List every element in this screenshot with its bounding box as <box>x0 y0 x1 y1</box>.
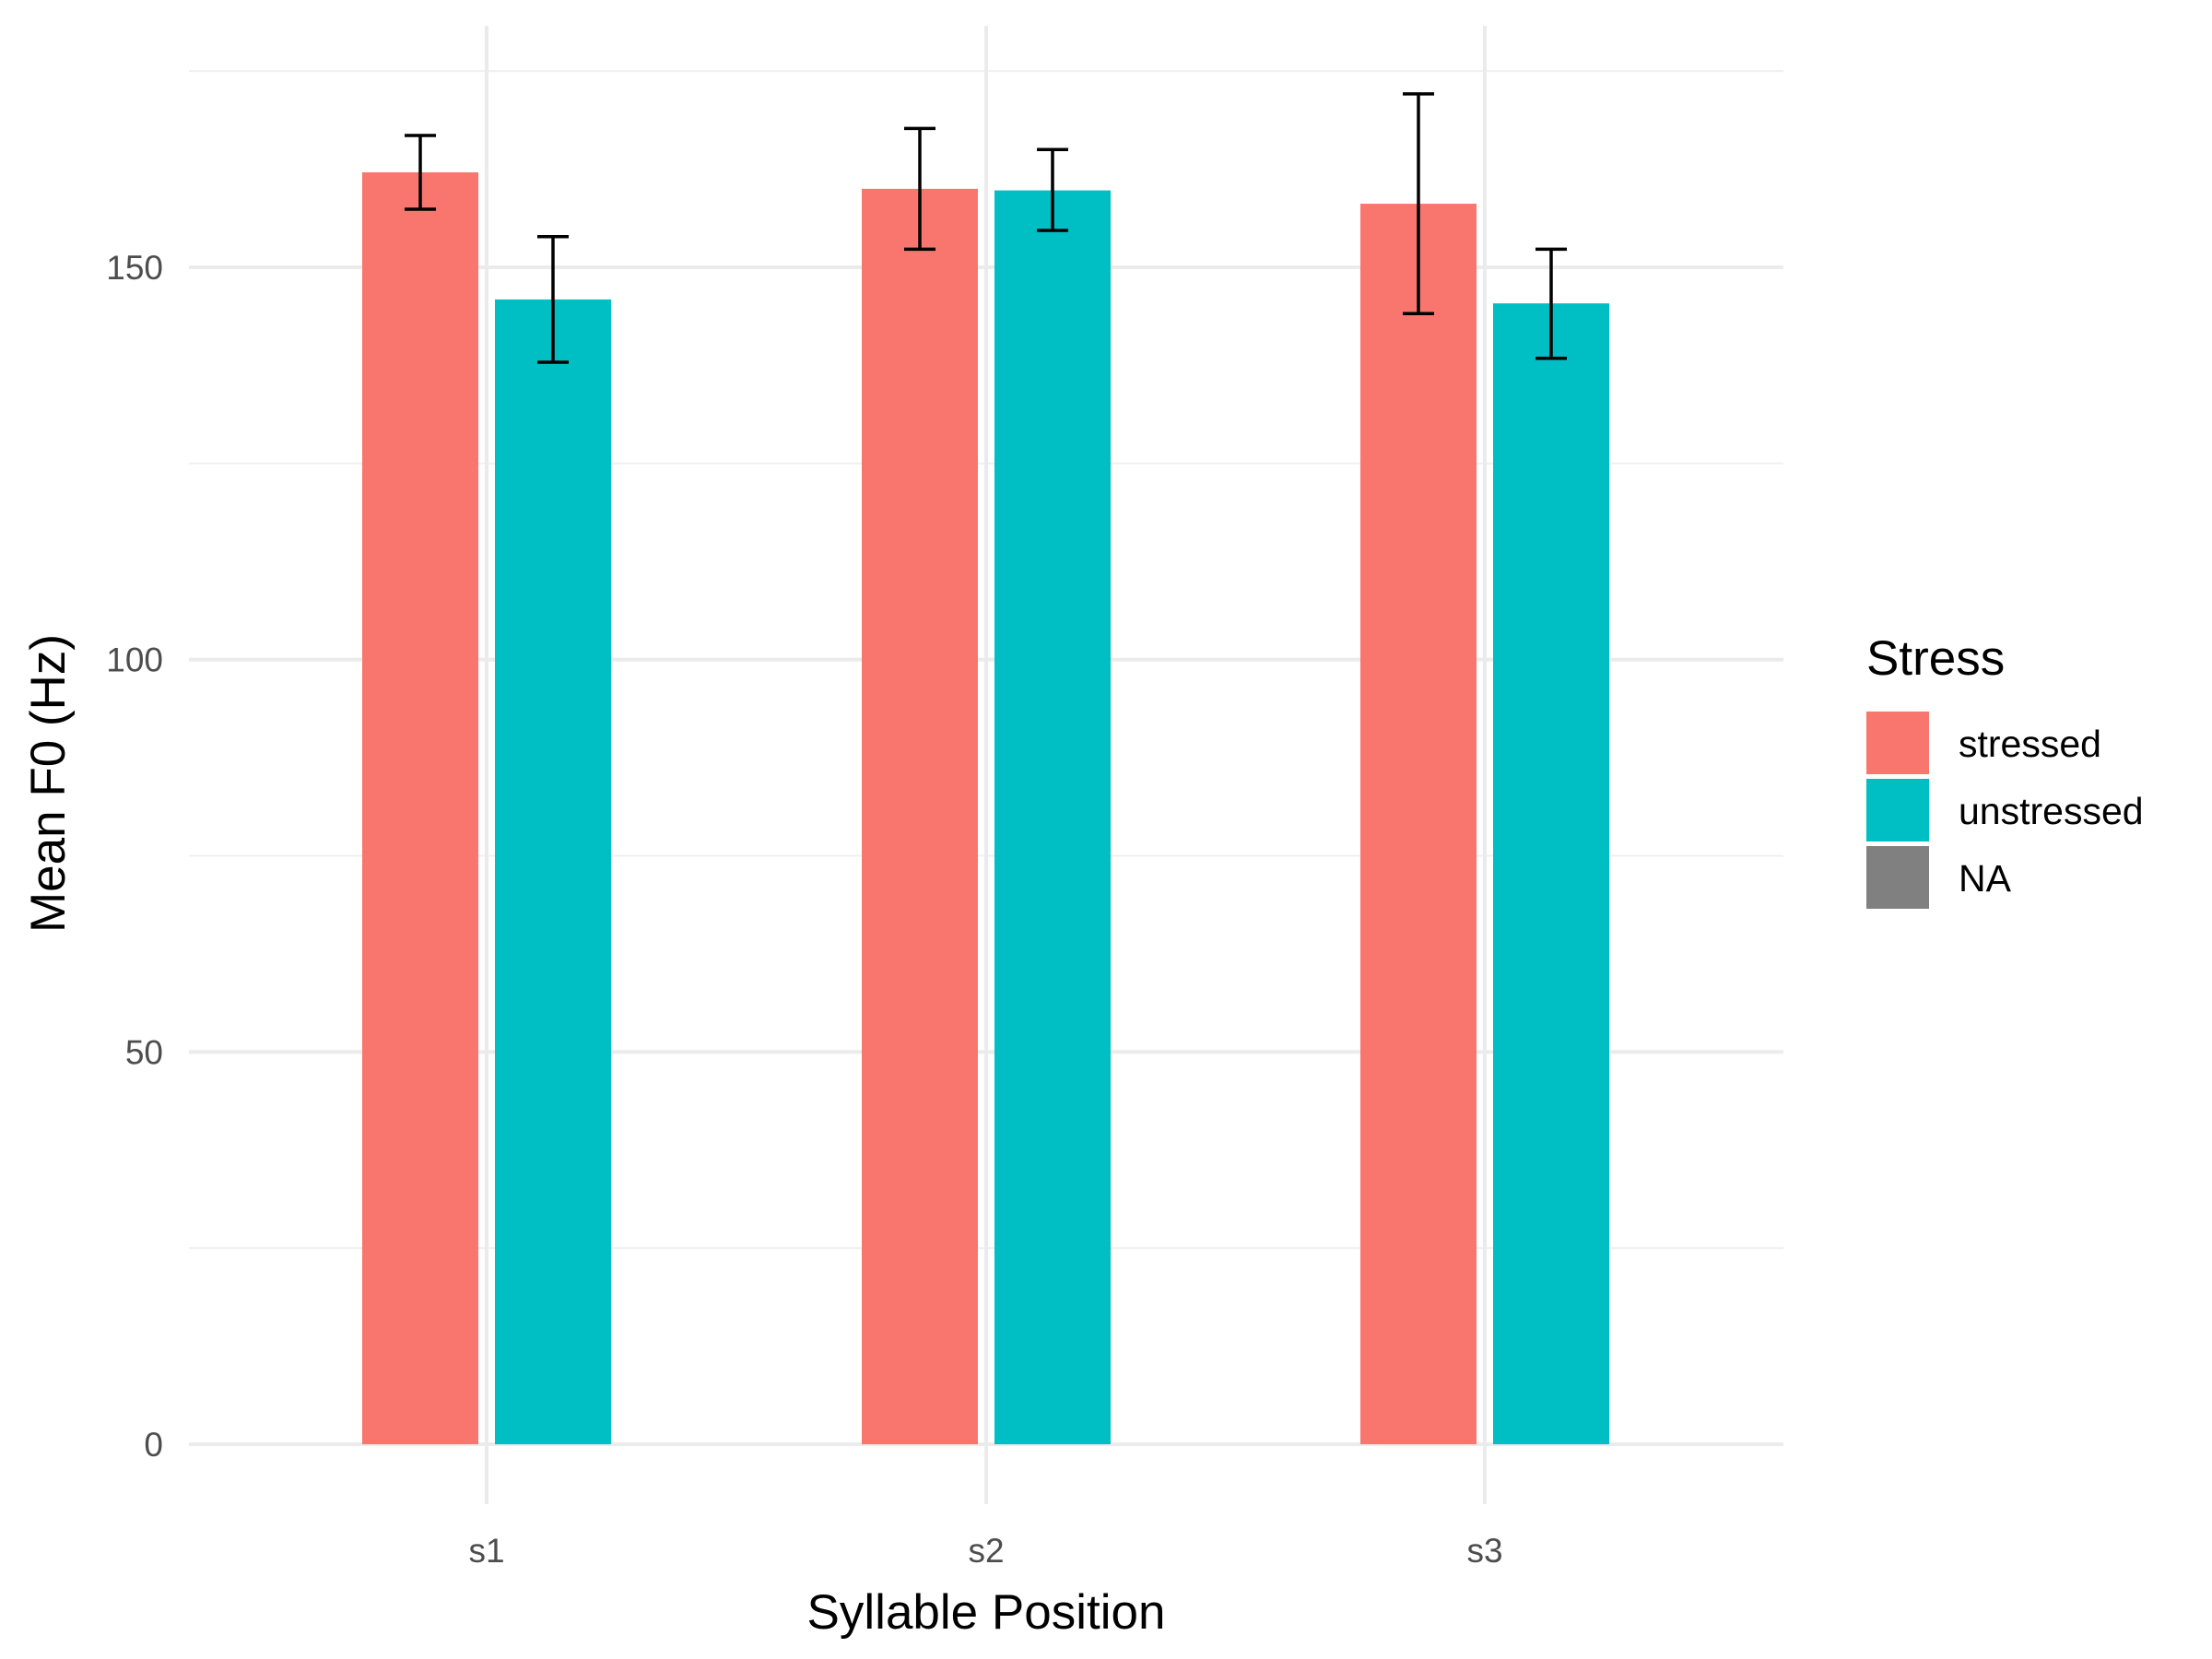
x-tick-label-s1: s1 <box>468 1532 504 1570</box>
bar-stressed-s1 <box>362 171 478 1445</box>
error-bar-unstressed-s2 <box>1037 147 1068 232</box>
bar-stressed-s3 <box>1360 204 1477 1445</box>
x-axis-title: Syllable Position <box>807 1585 1166 1640</box>
error-bar-unstressed-s1 <box>537 235 569 364</box>
bars <box>362 171 1609 1445</box>
error-bar-stressed-s2 <box>904 126 935 252</box>
y-axis-title: Mean F0 (Hz) <box>21 634 76 933</box>
legend: Stress stressed unstressed NA <box>1866 631 2144 909</box>
error-bar-unstressed-s3 <box>1535 247 1567 360</box>
bar-unstressed-s2 <box>994 190 1111 1444</box>
error-bars <box>405 92 1567 364</box>
legend-title: Stress <box>1866 631 2005 686</box>
y-tick-label: 50 <box>125 1033 163 1071</box>
legend-item-na: NA <box>1866 846 2012 909</box>
y-tick-label: 150 <box>106 249 163 287</box>
y-tick-label: 0 <box>144 1426 163 1464</box>
legend-label: stressed <box>1959 723 2101 765</box>
bar-unstressed-s1 <box>495 299 611 1444</box>
bar-stressed-s2 <box>862 188 978 1444</box>
error-bar-stressed-s3 <box>1403 92 1434 315</box>
legend-key <box>1866 712 1929 774</box>
y-axis-tick-labels: 0 50 100 150 <box>106 249 163 1464</box>
legend-label: NA <box>1959 857 2012 900</box>
legend-label: unstressed <box>1959 790 2144 832</box>
x-tick-label-s3: s3 <box>1466 1532 1502 1570</box>
legend-key <box>1866 846 1929 909</box>
legend-item-unstressed: unstressed <box>1866 779 2144 841</box>
legend-entries: stressed unstressed NA <box>1866 712 2144 909</box>
y-tick-label: 100 <box>106 641 163 679</box>
legend-key <box>1866 779 1929 841</box>
bar-unstressed-s3 <box>1493 303 1609 1444</box>
error-bar-stressed-s1 <box>405 134 436 211</box>
x-axis-tick-labels: s1 s2 s3 <box>468 1532 1502 1570</box>
legend-item-stressed: stressed <box>1866 712 2101 774</box>
x-tick-label-s2: s2 <box>968 1532 1004 1570</box>
